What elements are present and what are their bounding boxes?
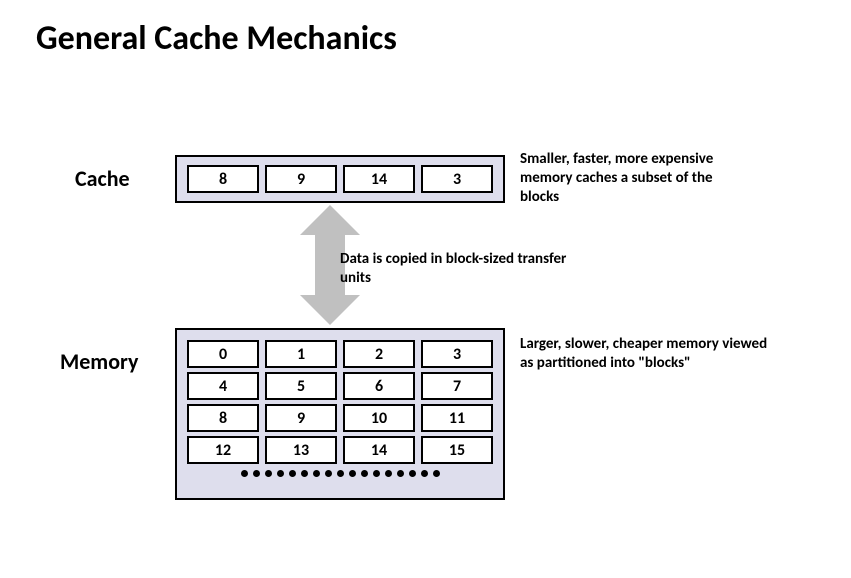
memory-row: 12131415 [187,436,493,464]
memory-cell: 6 [343,372,415,400]
dot [313,470,320,477]
memory-cell: 12 [187,436,259,464]
dot [409,470,416,477]
cache-cell: 8 [187,165,259,193]
dot [301,470,308,477]
memory-cell: 14 [343,436,415,464]
memory-cell: 10 [343,404,415,432]
dot [289,470,296,477]
dot [361,470,368,477]
cache-panel: 89143 [175,155,505,203]
memory-cell: 13 [265,436,337,464]
cache-cell: 3 [421,165,493,193]
memory-cell: 4 [187,372,259,400]
transfer-description: Data is copied in block-sized transfer u… [340,250,570,288]
memory-cell: 8 [187,404,259,432]
dot [349,470,356,477]
dot [241,470,248,477]
memory-row: 891011 [187,404,493,432]
dot [253,470,260,477]
cache-cell: 14 [343,165,415,193]
memory-row: 4567 [187,372,493,400]
dot [277,470,284,477]
memory-cell: 1 [265,340,337,368]
memory-panel: 0123456789101112131415 [175,328,505,500]
memory-label: Memory [60,348,138,375]
dot [421,470,428,477]
cache-label: Cache [75,165,130,192]
memory-cell: 7 [421,372,493,400]
dot [397,470,404,477]
memory-cell: 2 [343,340,415,368]
ellipsis-dots [177,470,503,477]
memory-rows: 0123456789101112131415 [177,340,503,464]
cache-description: Smaller, faster, more expensive memory c… [520,150,750,206]
dot [385,470,392,477]
dot [337,470,344,477]
memory-cell: 11 [421,404,493,432]
cache-row: 89143 [187,165,493,193]
page-title: General Cache Mechanics [36,18,397,59]
memory-cell: 5 [265,372,337,400]
memory-description: Larger, slower, cheaper memory viewed as… [520,335,770,373]
memory-row: 0123 [187,340,493,368]
dot [325,470,332,477]
memory-cell: 3 [421,340,493,368]
dot [373,470,380,477]
memory-cell: 9 [265,404,337,432]
memory-cell: 15 [421,436,493,464]
cache-cell: 9 [265,165,337,193]
dot [265,470,272,477]
dot [433,470,440,477]
memory-cell: 0 [187,340,259,368]
